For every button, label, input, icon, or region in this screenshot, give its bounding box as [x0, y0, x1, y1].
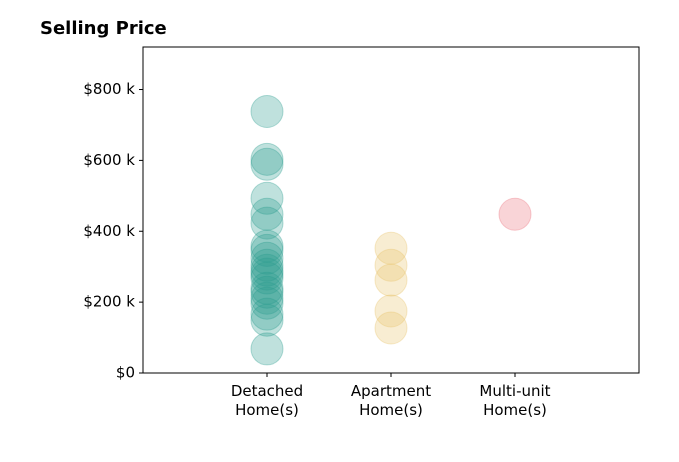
point	[374, 248, 408, 282]
chart-title: Selling Price	[40, 18, 167, 39]
point	[250, 297, 284, 331]
point	[374, 311, 408, 345]
x-tick-label: Multi-unit Home(s)	[479, 382, 551, 419]
point	[250, 261, 284, 295]
point	[250, 233, 284, 267]
point	[250, 303, 284, 337]
y-tick-label: $600 k	[83, 151, 135, 169]
point	[250, 229, 284, 263]
point	[250, 181, 284, 215]
x-tick-label: Apartment Home(s)	[350, 382, 432, 419]
point	[250, 257, 284, 291]
point	[250, 197, 284, 231]
y-tick-label: $200 k	[83, 293, 135, 311]
point	[250, 248, 284, 282]
point	[250, 206, 284, 240]
point	[250, 94, 284, 128]
point	[250, 147, 284, 181]
point	[374, 263, 408, 297]
point	[250, 275, 284, 309]
point	[250, 281, 284, 315]
point	[374, 231, 408, 265]
y-tick-label: $800 k	[83, 80, 135, 98]
point	[250, 271, 284, 305]
point	[250, 253, 284, 287]
point	[498, 197, 532, 231]
y-tick-label: $0	[116, 364, 135, 382]
point	[250, 332, 284, 366]
point	[250, 142, 284, 176]
point	[250, 286, 284, 320]
y-tick-label: $400 k	[83, 222, 135, 240]
point	[250, 241, 284, 275]
x-tick-label: Detached Home(s)	[230, 382, 304, 419]
point	[374, 294, 408, 328]
